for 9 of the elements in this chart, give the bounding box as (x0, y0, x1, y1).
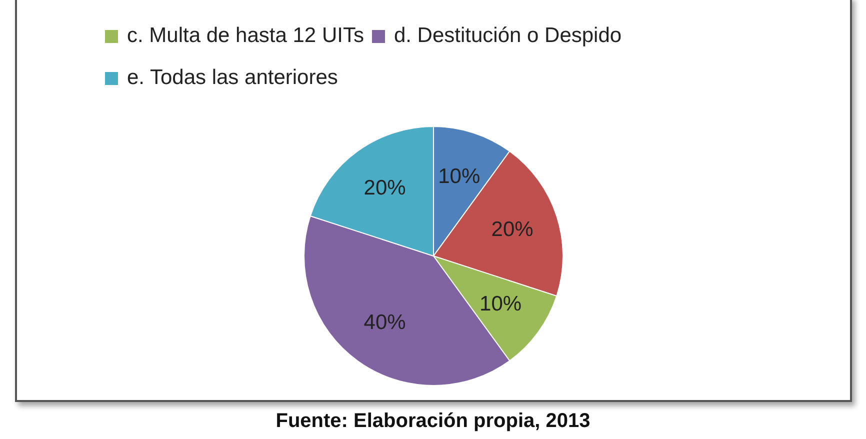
data-label: 40% (364, 310, 406, 334)
data-label: 20% (364, 176, 406, 200)
legend-label: e. Todas las anteriores (127, 66, 338, 90)
data-label: 10% (438, 164, 480, 188)
legend-label: d. Destitución o Despido (394, 24, 622, 48)
source-note: Fuente: Elaboración propia, 2013 (274, 410, 592, 433)
data-label: 10% (480, 292, 522, 316)
legend-label: c. Multa de hasta 12 UITs (127, 24, 364, 48)
data-label: 20% (491, 218, 534, 242)
